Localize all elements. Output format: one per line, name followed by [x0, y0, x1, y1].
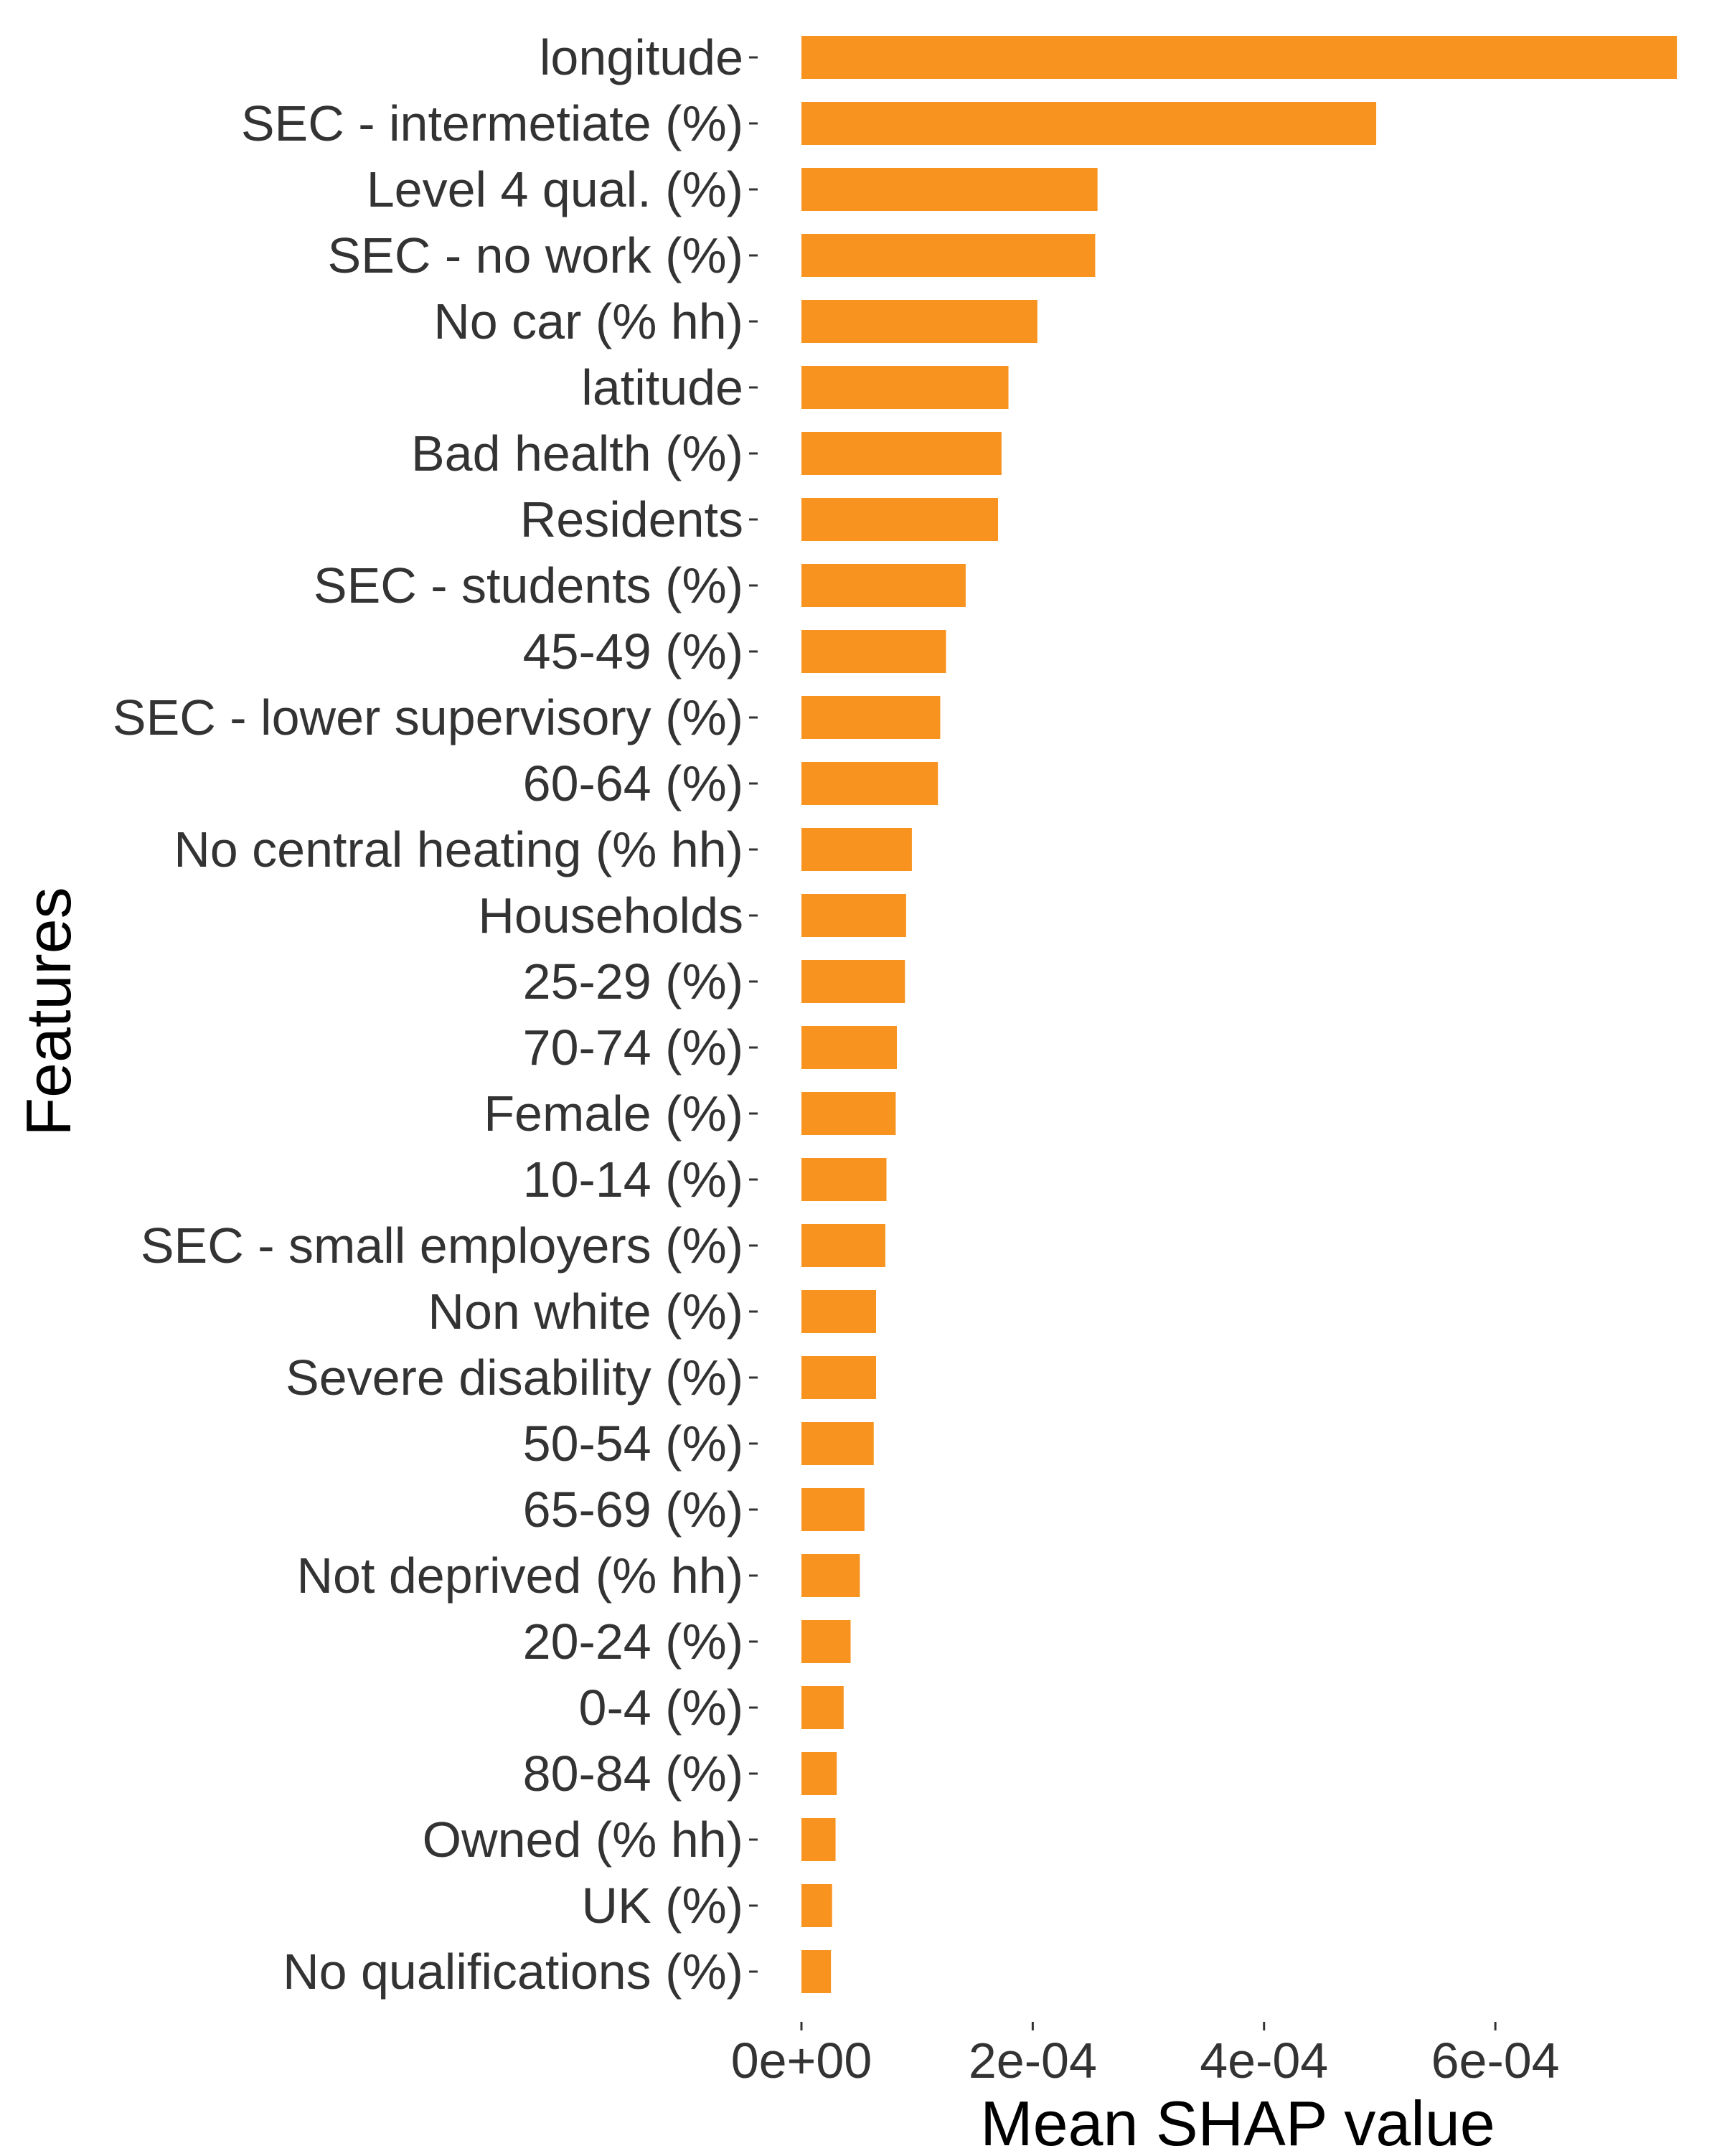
bar	[801, 1554, 860, 1597]
bar	[801, 498, 999, 541]
bar	[801, 1356, 876, 1399]
y-tick-label: SEC - no work (%)	[327, 227, 743, 283]
bar	[801, 1818, 836, 1861]
y-tick-label: 25-29 (%)	[523, 954, 743, 1009]
y-tick-label: 10-14 (%)	[523, 1152, 743, 1208]
y-tick-label: latitude	[581, 359, 743, 415]
y-tick-label: 70-74 (%)	[523, 1020, 743, 1075]
x-axis: 0e+00 2e-04 4e-04 6e-04	[731, 2022, 1560, 2089]
bar	[801, 1884, 832, 1927]
bar	[801, 432, 1002, 475]
y-tick-label: Level 4 qual. (%)	[367, 161, 743, 217]
y-tick-label: 80-84 (%)	[523, 1746, 743, 1802]
bar	[801, 828, 912, 871]
y-tick-label: UK (%)	[581, 1878, 743, 1934]
bar	[801, 1158, 887, 1201]
bar	[801, 366, 1009, 409]
y-tick-label: Residents	[520, 491, 743, 547]
y-tick-label: Not deprived (% hh)	[296, 1548, 743, 1604]
y-tick-label: SEC - small employers (%)	[141, 1218, 743, 1274]
bar	[801, 1488, 865, 1531]
y-tick-label: Non white (%)	[428, 1284, 743, 1340]
y-tick-label: SEC - lower supervisory (%)	[113, 689, 743, 745]
bar	[801, 1422, 874, 1465]
y-tick-label: Female (%)	[484, 1086, 743, 1141]
y-tick-label: Households	[478, 888, 743, 943]
bar	[801, 1950, 832, 1993]
y-tick-label: 0-4 (%)	[579, 1680, 743, 1736]
x-axis-title: Mean SHAP value	[980, 2088, 1495, 2152]
y-tick-label: 45-49 (%)	[523, 623, 743, 679]
bar	[801, 234, 1096, 277]
bar	[801, 1620, 851, 1663]
bars-layer	[801, 36, 1678, 1993]
y-tick-label: Bad health (%)	[411, 425, 743, 481]
y-tick-label: No qualifications (%)	[283, 1944, 743, 2000]
y-tick-label: SEC - students (%)	[314, 557, 743, 613]
bar	[801, 102, 1377, 145]
y-tick-label: 20-24 (%)	[523, 1614, 743, 1670]
bar	[801, 300, 1038, 343]
bar	[801, 762, 938, 805]
bar	[801, 564, 966, 607]
x-tick-label: 4e-04	[1200, 2033, 1328, 2089]
y-tick-label: 65-69 (%)	[523, 1482, 743, 1538]
y-tick-label: 50-54 (%)	[523, 1416, 743, 1472]
y-tick-labels: longitude SEC - intermetiate (%) Level 4 q…	[113, 29, 758, 2000]
bar	[801, 1686, 844, 1729]
y-tick-label: SEC - intermetiate (%)	[241, 95, 743, 151]
bar	[801, 1026, 897, 1069]
y-tick-label: No car (% hh)	[433, 293, 743, 349]
x-tick-label: 2e-04	[969, 2033, 1097, 2089]
bar	[801, 630, 946, 673]
y-tick-label: longitude	[540, 29, 743, 85]
bar	[801, 894, 906, 937]
bar	[801, 1092, 896, 1135]
bar	[801, 696, 941, 739]
bar	[801, 1224, 885, 1267]
y-tick-label: No central heating (% hh)	[174, 822, 743, 877]
bar	[801, 168, 1098, 211]
bar	[801, 1290, 876, 1333]
x-tick-label: 6e-04	[1431, 2033, 1560, 2089]
bar	[801, 36, 1678, 79]
y-tick-label: Owned (% hh)	[423, 1812, 743, 1868]
y-tick-label: 60-64 (%)	[523, 755, 743, 811]
y-tick-label: Severe disability (%)	[286, 1350, 743, 1406]
y-axis-title: Features	[13, 887, 84, 1136]
x-tick-label: 0e+00	[731, 2033, 872, 2089]
bar	[801, 960, 905, 1003]
bar	[801, 1752, 837, 1795]
